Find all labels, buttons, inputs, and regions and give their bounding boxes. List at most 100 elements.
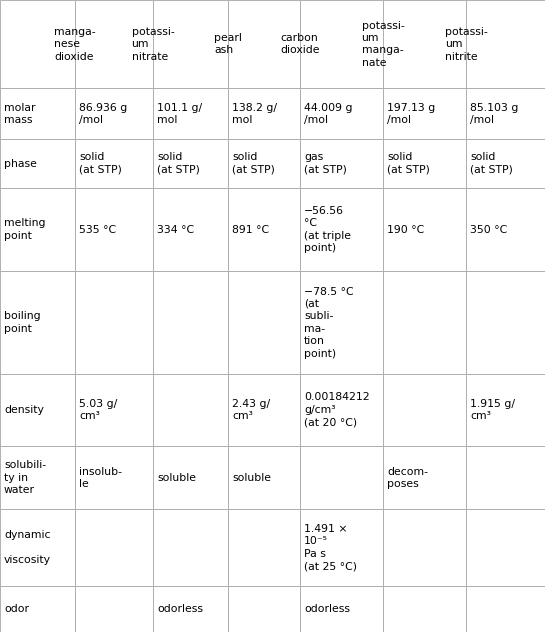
Bar: [383, 271, 466, 374]
Text: potassi-
um
nitrate: potassi- um nitrate: [132, 27, 174, 61]
Bar: [0, 509, 75, 585]
Text: solid
(at STP): solid (at STP): [232, 152, 275, 175]
Text: 197.13 g
/mol: 197.13 g /mol: [387, 102, 435, 125]
Bar: [0, 88, 75, 140]
Bar: [466, 509, 545, 585]
Text: 1.491 ×
10⁻⁵
Pa s
(at 25 °C): 1.491 × 10⁻⁵ Pa s (at 25 °C): [304, 524, 357, 571]
Text: solid
(at STP): solid (at STP): [387, 152, 430, 175]
Text: potassi-
um
manga-
nate: potassi- um manga- nate: [362, 21, 404, 68]
Text: 891 °C: 891 °C: [232, 224, 269, 234]
Text: odorless: odorless: [157, 604, 203, 614]
Bar: [153, 374, 228, 446]
Text: insolub-
le: insolub- le: [79, 466, 122, 489]
Bar: [0, 140, 75, 188]
Text: 101.1 g/
mol: 101.1 g/ mol: [157, 102, 202, 125]
Text: manga-
nese
dioxide: manga- nese dioxide: [54, 27, 96, 61]
Bar: [466, 0, 545, 88]
Bar: [228, 271, 300, 374]
Bar: [466, 271, 545, 374]
Text: solid
(at STP): solid (at STP): [157, 152, 200, 175]
Bar: [300, 446, 383, 509]
Text: decom-
poses: decom- poses: [387, 466, 428, 489]
Text: gas
(at STP): gas (at STP): [304, 152, 347, 175]
Text: 86.936 g
/mol: 86.936 g /mol: [79, 102, 127, 125]
Bar: [75, 0, 153, 88]
Bar: [153, 446, 228, 509]
Text: boiling
point: boiling point: [4, 312, 41, 334]
Text: molar
mass: molar mass: [4, 102, 35, 125]
Bar: [466, 140, 545, 188]
Text: −78.5 °C
(at
subli-
ma-
tion
point): −78.5 °C (at subli- ma- tion point): [304, 286, 354, 358]
Bar: [153, 0, 228, 88]
Bar: [0, 0, 75, 88]
Bar: [75, 271, 153, 374]
Text: 85.103 g
/mol: 85.103 g /mol: [470, 102, 518, 125]
Text: odor: odor: [4, 604, 29, 614]
Bar: [0, 374, 75, 446]
Bar: [228, 509, 300, 585]
Text: carbon
dioxide: carbon dioxide: [280, 33, 320, 56]
Bar: [383, 374, 466, 446]
Text: 0.00184212
g/cm³
(at 20 °C): 0.00184212 g/cm³ (at 20 °C): [304, 392, 370, 427]
Bar: [383, 140, 466, 188]
Bar: [153, 509, 228, 585]
Text: soluble: soluble: [232, 473, 271, 483]
Text: potassi-
um
nitrite: potassi- um nitrite: [445, 27, 487, 61]
Bar: [383, 446, 466, 509]
Bar: [228, 374, 300, 446]
Bar: [300, 374, 383, 446]
Text: odorless: odorless: [304, 604, 350, 614]
Text: solubili-
ty in
water: solubili- ty in water: [4, 460, 46, 495]
Bar: [300, 88, 383, 140]
Text: 2.43 g/
cm³: 2.43 g/ cm³: [232, 399, 270, 421]
Text: phase: phase: [4, 159, 37, 169]
Bar: [228, 585, 300, 632]
Bar: [228, 0, 300, 88]
Bar: [0, 271, 75, 374]
Bar: [0, 188, 75, 271]
Bar: [466, 446, 545, 509]
Bar: [383, 88, 466, 140]
Text: soluble: soluble: [157, 473, 196, 483]
Bar: [300, 271, 383, 374]
Bar: [75, 140, 153, 188]
Text: solid
(at STP): solid (at STP): [470, 152, 513, 175]
Bar: [383, 188, 466, 271]
Text: −56.56
°C
(at triple
point): −56.56 °C (at triple point): [304, 206, 351, 253]
Bar: [466, 88, 545, 140]
Bar: [466, 585, 545, 632]
Text: 1.915 g/
cm³: 1.915 g/ cm³: [470, 399, 515, 421]
Bar: [153, 271, 228, 374]
Bar: [300, 188, 383, 271]
Bar: [75, 374, 153, 446]
Text: dynamic

viscosity: dynamic viscosity: [4, 530, 51, 565]
Bar: [0, 446, 75, 509]
Bar: [466, 374, 545, 446]
Bar: [75, 88, 153, 140]
Text: pearl
ash: pearl ash: [214, 33, 242, 56]
Bar: [153, 88, 228, 140]
Bar: [75, 188, 153, 271]
Bar: [383, 509, 466, 585]
Text: 190 °C: 190 °C: [387, 224, 424, 234]
Bar: [228, 188, 300, 271]
Text: solid
(at STP): solid (at STP): [79, 152, 122, 175]
Bar: [228, 88, 300, 140]
Text: 350 °C: 350 °C: [470, 224, 507, 234]
Bar: [153, 140, 228, 188]
Text: 535 °C: 535 °C: [79, 224, 116, 234]
Bar: [75, 446, 153, 509]
Bar: [0, 585, 75, 632]
Text: density: density: [4, 405, 44, 415]
Text: 44.009 g
/mol: 44.009 g /mol: [304, 102, 353, 125]
Bar: [383, 585, 466, 632]
Bar: [153, 585, 228, 632]
Text: melting
point: melting point: [4, 219, 45, 241]
Text: 334 °C: 334 °C: [157, 224, 194, 234]
Bar: [300, 509, 383, 585]
Bar: [75, 509, 153, 585]
Bar: [153, 188, 228, 271]
Bar: [300, 140, 383, 188]
Bar: [75, 585, 153, 632]
Bar: [466, 188, 545, 271]
